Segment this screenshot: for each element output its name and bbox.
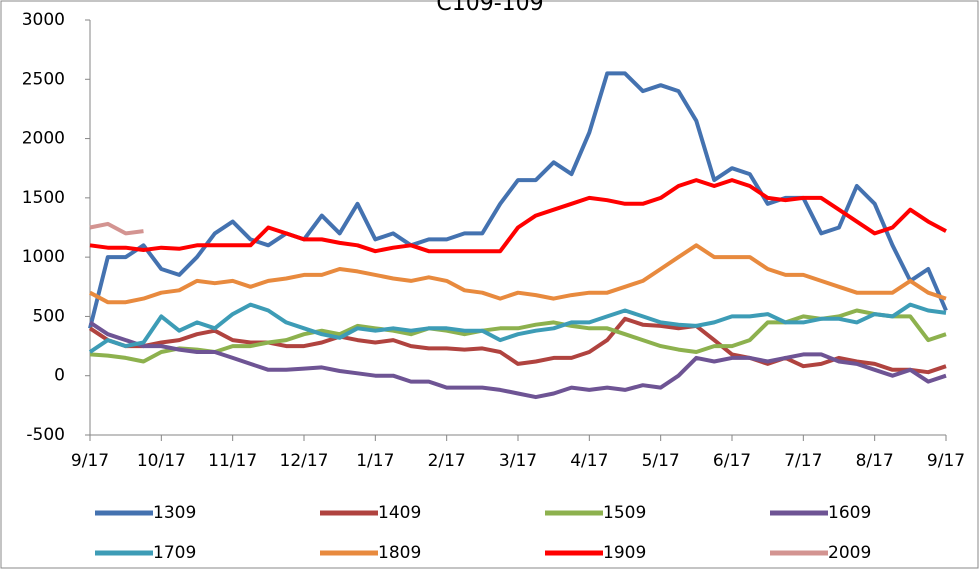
legend-label: 1709	[153, 543, 196, 563]
series-line	[88, 316, 947, 375]
legend-label: 1509	[603, 503, 646, 523]
x-tick-label: 11/17	[208, 451, 257, 471]
x-tick-label: 2/17	[428, 451, 466, 471]
y-tick-label: 1500	[22, 188, 65, 208]
legend-label: 1909	[603, 543, 646, 563]
y-tick-label: 3000	[22, 10, 65, 30]
x-tick-label: 8/17	[856, 451, 894, 471]
series-line	[89, 178, 947, 254]
series-line	[89, 308, 947, 364]
legend-label: 2009	[828, 543, 871, 563]
x-tick-label: 1/17	[356, 451, 394, 471]
chart-title: C109-109	[436, 0, 543, 16]
x-tick-label: 5/17	[642, 451, 680, 471]
legend-label: 1409	[378, 503, 421, 523]
legend-label: 1309	[153, 503, 196, 523]
x-tick-label: 4/17	[570, 451, 608, 471]
y-tick-label: 2500	[22, 69, 65, 89]
x-tick-label: 9/17	[71, 451, 109, 471]
x-tick-label: 10/17	[137, 451, 186, 471]
y-tick-label: 0	[54, 366, 65, 386]
x-tick-label: 3/17	[499, 451, 537, 471]
x-tick-label: 9/17	[927, 451, 965, 471]
series-line	[89, 243, 947, 305]
y-tick-label: -500	[26, 425, 65, 445]
x-tick-label: 12/17	[280, 451, 329, 471]
series-line	[88, 302, 947, 354]
legend-label: 1609	[828, 503, 871, 523]
series-line	[88, 320, 947, 400]
legend-label: 1809	[378, 543, 421, 563]
x-tick-label: 6/17	[713, 451, 751, 471]
y-tick-label: 500	[33, 306, 65, 326]
series-line	[89, 221, 144, 236]
y-tick-label: 1000	[22, 247, 65, 267]
y-tick-label: 2000	[22, 129, 65, 149]
x-tick-label: 7/17	[784, 451, 822, 471]
